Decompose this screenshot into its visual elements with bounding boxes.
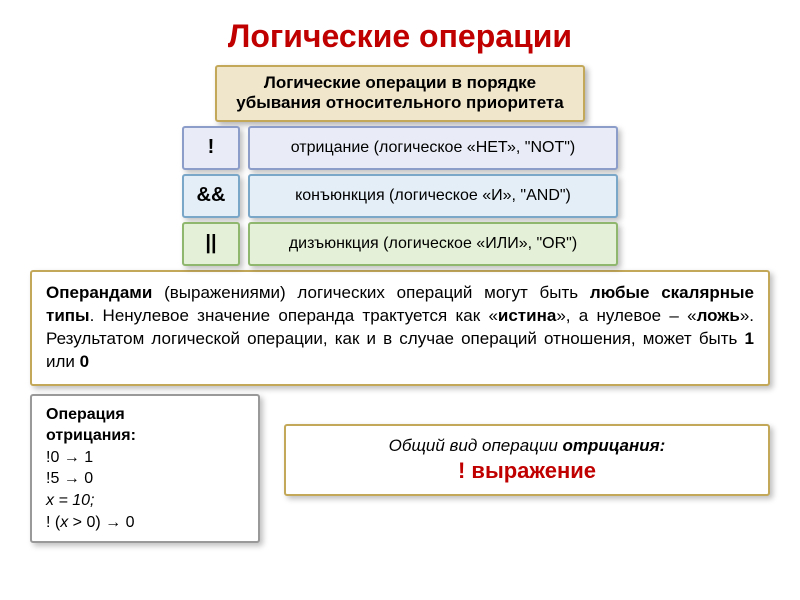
op-symbol-and: && bbox=[182, 174, 240, 218]
term-false: ложь bbox=[697, 306, 740, 325]
text: . Ненулевое значение операнда трактуется… bbox=[90, 306, 498, 325]
op-desc-not: отрицание (логическое «НЕТ», "NOT") bbox=[248, 126, 618, 170]
arrow-icon: → bbox=[64, 449, 80, 466]
neg-line-3: x = 10; bbox=[46, 490, 244, 512]
negation-example-box: Операция отрицания: !0 → 1 !5 → 0 x = 10… bbox=[30, 394, 260, 544]
neg-line-1: !0 → 1 bbox=[46, 447, 244, 469]
content-area: Логические операции в порядке убывания о… bbox=[0, 65, 800, 543]
form-label: Общий вид операции отрицания: bbox=[302, 436, 752, 456]
term-operands: Операндами bbox=[46, 283, 152, 302]
form-expression: ! выражение bbox=[302, 458, 752, 484]
term-zero: 0 bbox=[80, 352, 89, 371]
negation-form-box: Общий вид операции отрицания: ! выражени… bbox=[284, 424, 770, 496]
neg-line-4: ! (x > 0) → 0 bbox=[46, 512, 244, 534]
page-title: Логические операции bbox=[0, 0, 800, 65]
op-symbol-or: || bbox=[182, 222, 240, 266]
op-row-and: && конъюнкция (логическое «И», "AND") bbox=[30, 174, 770, 218]
text: отрицания: bbox=[46, 427, 136, 444]
op-desc-or: дизъюнкция (логическое «ИЛИ», "OR") bbox=[248, 222, 618, 266]
term-true: истина bbox=[498, 306, 556, 325]
text: (выражениями) логических операций могут … bbox=[152, 283, 590, 302]
text: », а нулевое – « bbox=[556, 306, 696, 325]
op-symbol-not: ! bbox=[182, 126, 240, 170]
neg-header: Операция отрицания: bbox=[46, 404, 244, 447]
priority-header-box: Логические операции в порядке убывания о… bbox=[215, 65, 585, 122]
bottom-row: Операция отрицания: !0 → 1 !5 → 0 x = 10… bbox=[30, 394, 770, 544]
arrow-icon: → bbox=[105, 514, 121, 531]
text: Общий вид операции bbox=[389, 436, 563, 455]
op-row-or: || дизъюнкция (логическое «ИЛИ», "OR") bbox=[30, 222, 770, 266]
op-desc-and: конъюнкция (логическое «И», "AND") bbox=[248, 174, 618, 218]
main-explanation-box: Операндами (выражениями) логических опер… bbox=[30, 270, 770, 386]
text: или bbox=[46, 352, 80, 371]
arrow-icon: → bbox=[64, 470, 80, 487]
neg-line-2: !5 → 0 bbox=[46, 468, 244, 490]
text: отрицания: bbox=[563, 436, 666, 455]
text: Операция bbox=[46, 406, 125, 423]
op-row-not: ! отрицание (логическое «НЕТ», "NOT") bbox=[30, 126, 770, 170]
term-one: 1 bbox=[745, 329, 754, 348]
